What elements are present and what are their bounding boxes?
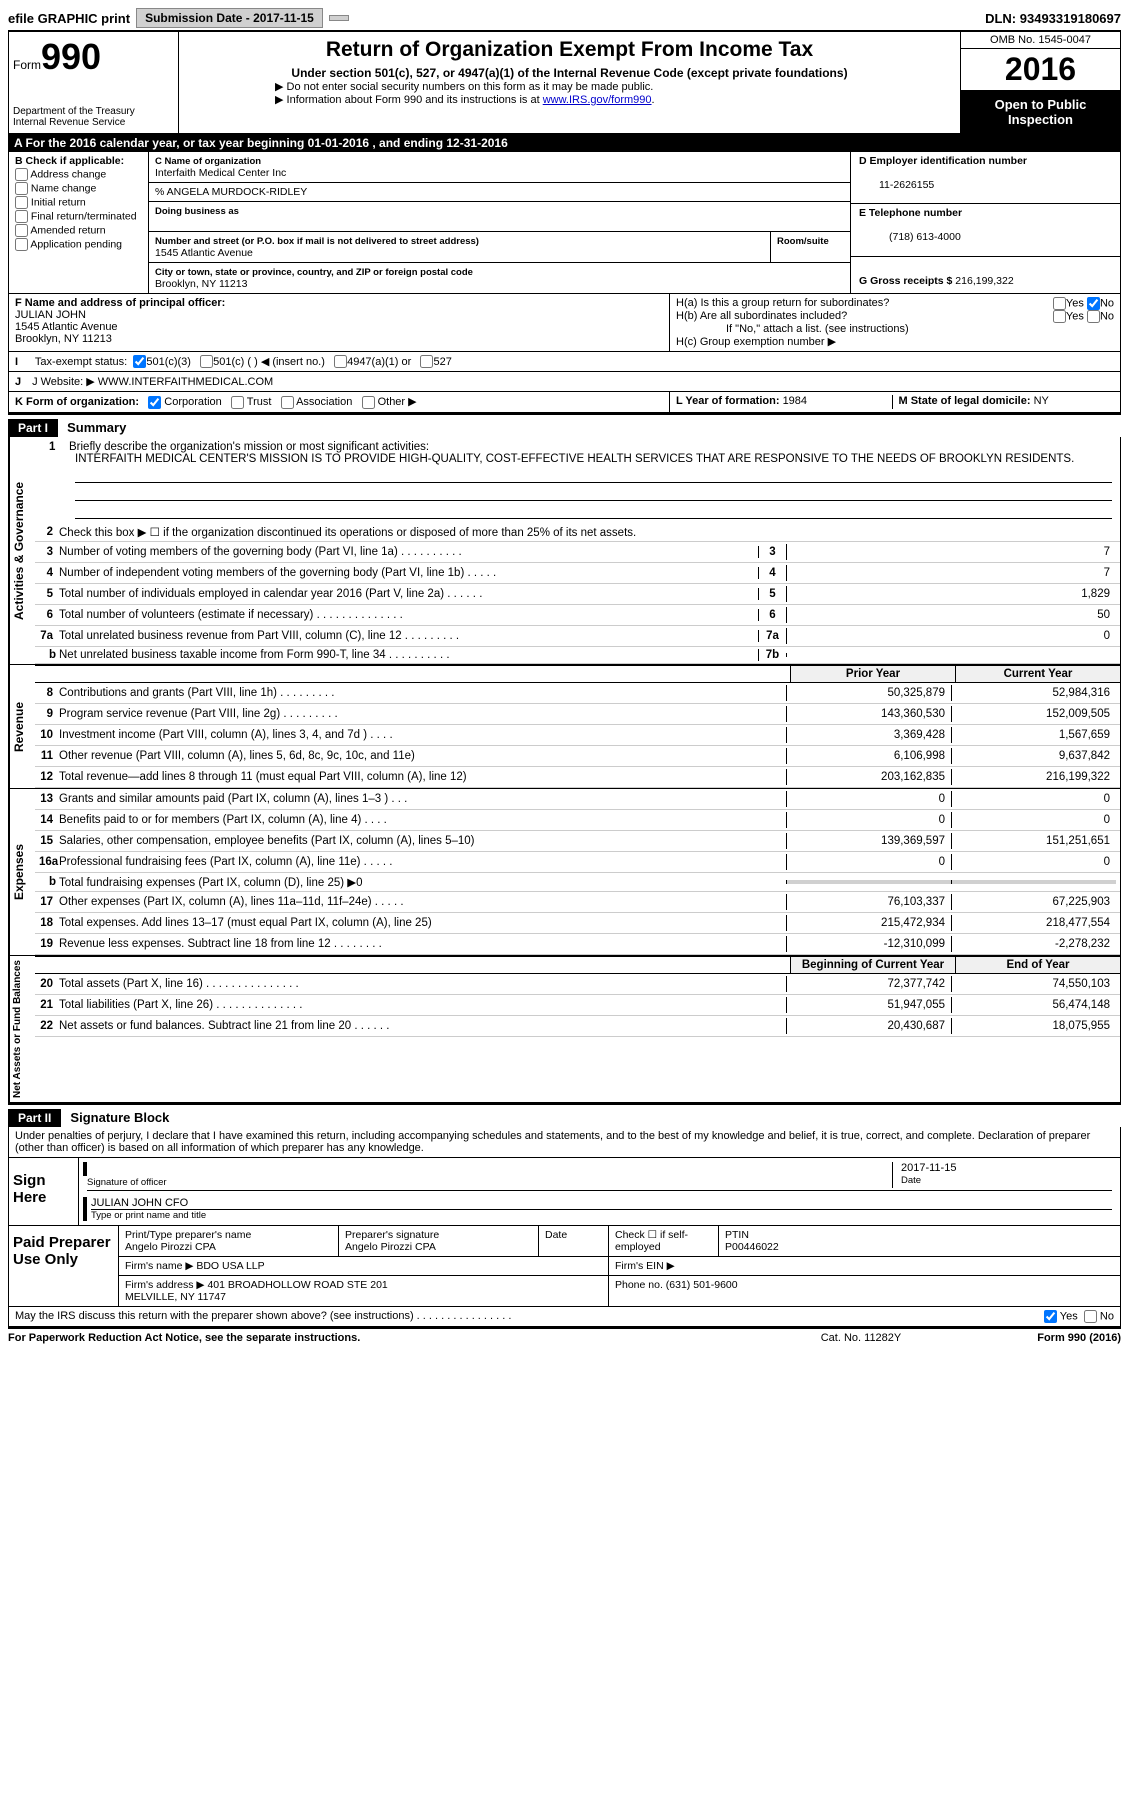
checkbox-amended-return[interactable]: Amended return [15,224,142,237]
form-footer: Form 990 (2016) [961,1332,1121,1344]
row-a: A For the 2016 calendar year, or tax yea… [8,134,1121,152]
line-11: 11Other revenue (Part VIII, column (A), … [35,746,1120,767]
line-17: 17Other expenses (Part IX, column (A), l… [35,892,1120,913]
line-19: 19Revenue less expenses. Subtract line 1… [35,934,1120,955]
tab-netassets: Net Assets or Fund Balances [9,956,35,1102]
checkbox-initial-return[interactable]: Initial return [15,196,142,209]
dept: Department of the Treasury Internal Reve… [13,106,174,128]
telephone: (718) 613-4000 [859,231,961,243]
tab-expenses: Expenses [9,789,35,955]
discuss-no[interactable] [1084,1310,1097,1323]
pra-notice: For Paperwork Reduction Act Notice, see … [8,1332,761,1344]
hb-no[interactable] [1087,310,1100,323]
hb-yes[interactable] [1053,310,1066,323]
checkbox-application-pending[interactable]: Application pending [15,238,142,251]
line-12: 12Total revenue—add lines 8 through 11 (… [35,767,1120,788]
line-8: 8Contributions and grants (Part VIII, li… [35,683,1120,704]
form-subtitle: Under section 501(c), 527, or 4947(a)(1)… [195,66,944,80]
checkbox-address-change[interactable]: Address change [15,168,142,181]
line-16a: 16aProfessional fundraising fees (Part I… [35,852,1120,873]
line-7a: 7aTotal unrelated business revenue from … [35,626,1120,647]
form-header: Form990 Department of the Treasury Inter… [8,30,1121,134]
line-2: 2Check this box ▶ ☐ if the organization … [35,523,1120,542]
part1-title: Summary [61,420,126,435]
section-b: B Check if applicable: Address change Na… [9,152,149,293]
spacer-btn [329,15,349,21]
line-6: 6Total number of volunteers (estimate if… [35,605,1120,626]
checkbox-name-change[interactable]: Name change [15,182,142,195]
tax-year: 2016 [961,49,1120,91]
line-15: 15Salaries, other compensation, employee… [35,831,1120,852]
org-name: Interfaith Medical Center Inc [155,167,286,179]
line-21: 21Total liabilities (Part X, line 26) . … [35,995,1120,1016]
dln: DLN: 93493319180697 [985,11,1121,26]
line-4: 4Number of independent voting members of… [35,563,1120,584]
city: Brooklyn, NY 11213 [155,278,247,290]
line-3: 3Number of voting members of the governi… [35,542,1120,563]
efile-label: efile GRAPHIC print [8,11,130,26]
gross-receipts: 216,199,322 [955,275,1013,287]
checkbox-final-return-terminated[interactable]: Final return/terminated [15,210,142,223]
ha-yes[interactable] [1053,297,1066,310]
submission-date: Submission Date - 2017-11-15 [136,8,323,28]
open-inspection: Open to Public Inspection [961,91,1120,133]
section-h: H(a) Is this a group return for subordin… [670,294,1120,351]
row-k: K Form of organization: Corporation Trus… [9,392,670,412]
mission-text: INTERFAITH MEDICAL CENTER'S MISSION IS T… [75,453,1112,465]
line-10: 10Investment income (Part VIII, column (… [35,725,1120,746]
line-18: 18Total expenses. Add lines 13–17 (must … [35,913,1120,934]
sign-here-label: Sign Here [9,1158,79,1225]
line-9: 9Program service revenue (Part VIII, lin… [35,704,1120,725]
tab-activities: Activities & Governance [9,437,35,664]
line-22: 22Net assets or fund balances. Subtract … [35,1016,1120,1037]
line-13: 13Grants and similar amounts paid (Part … [35,789,1120,810]
cat-no: Cat. No. 11282Y [761,1332,961,1344]
line-b: bNet unrelated business taxable income f… [35,647,1120,664]
officer-name: JULIAN JOHN CFO [91,1197,1112,1209]
row-j: J J Website: ▶ WWW.INTERFAITHMEDICAL.COM [8,372,1121,392]
row-i: I Tax-exempt status: 501(c)(3) 501(c) ( … [8,352,1121,372]
part1-header: Part I [8,419,58,437]
ha-no[interactable] [1087,297,1100,310]
care-of: % ANGELA MURDOCK-RIDLEY [149,183,850,202]
part2-title: Signature Block [64,1110,169,1125]
discuss-yes[interactable] [1044,1310,1057,1323]
part2-header: Part II [8,1109,61,1127]
line-20: 20Total assets (Part X, line 16) . . . .… [35,974,1120,995]
tab-revenue: Revenue [9,665,35,788]
501c3-check[interactable] [133,355,146,368]
omb: OMB No. 1545-0047 [961,32,1120,49]
address: 1545 Atlantic Avenue [155,247,253,259]
line-14: 14Benefits paid to or for members (Part … [35,810,1120,831]
website: WWW.INTERFAITHMEDICAL.COM [98,376,273,388]
topbar: efile GRAPHIC print Submission Date - 20… [8,8,1121,28]
section-f: F Name and address of principal officer:… [9,294,670,351]
paid-preparer-label: Paid Preparer Use Only [9,1226,119,1306]
line-b: bTotal fundraising expenses (Part IX, co… [35,873,1120,892]
irs-link[interactable]: www.IRS.gov/form990 [543,94,652,106]
ein: 11-2626155 [859,179,934,191]
form-title: Return of Organization Exempt From Incom… [195,38,944,62]
penalties-text: Under penalties of perjury, I declare th… [9,1127,1120,1157]
line-5: 5Total number of individuals employed in… [35,584,1120,605]
